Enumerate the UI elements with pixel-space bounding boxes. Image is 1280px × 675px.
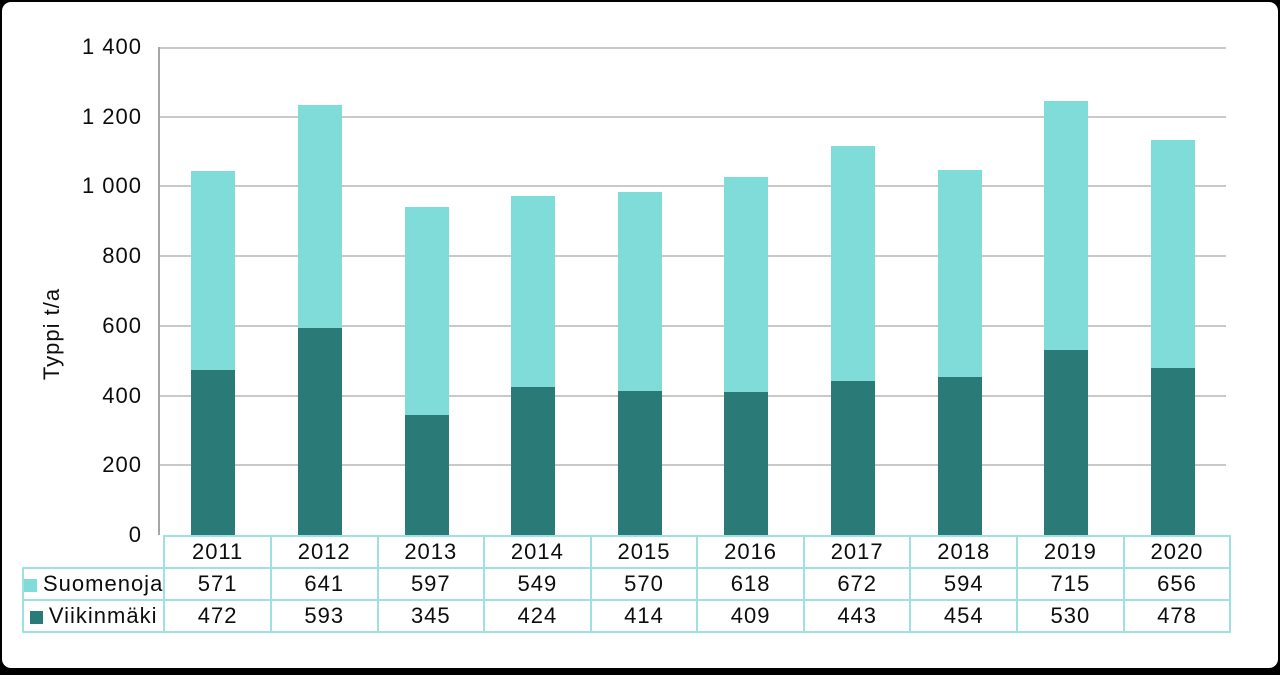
bar-segment-viikinmäki-2012: [297, 328, 342, 535]
bar-segment-viikinmäki-2018: [937, 376, 982, 535]
y-tick-label: 1 200: [81, 103, 142, 129]
year-cell: 2015: [589, 535, 699, 569]
year-cell: 2013: [376, 535, 486, 569]
table-corner-cell: [23, 536, 166, 569]
bar-segment-suomenoja-2020: [1150, 139, 1195, 369]
bar-segment-viikinmäki-2017: [830, 380, 875, 535]
value-cell: 597: [376, 567, 486, 601]
y-axis-line: [158, 47, 160, 535]
year-cell: 2018: [909, 535, 1019, 569]
value-cell: 443: [802, 599, 912, 633]
value-cell: 570: [589, 567, 699, 601]
table-row-suomenoja: Suomenoja 571 641 597 549 570 618 672 594 715 656: [21, 567, 1232, 601]
value-cell: 454: [909, 599, 1019, 633]
y-tick-label: 1 400: [81, 34, 142, 59]
year-cell: 2012: [269, 535, 379, 569]
value-cell: 656: [1122, 567, 1232, 601]
bar-segment-suomenoja-2011: [191, 171, 236, 371]
y-tick-label: 600: [102, 312, 142, 338]
bar-segment-viikinmäki-2013: [404, 414, 449, 535]
gridline: [160, 464, 1226, 467]
value-cell: 414: [589, 599, 699, 633]
data-table: 2011 2012 2013 2014 2015 2016 2017 2018 2019 2020…: [21, 535, 1232, 633]
value-cell: 594: [909, 567, 1019, 601]
value-cell: 345: [376, 599, 486, 633]
legend-cell-suomenoja: Suomenoja: [21, 567, 166, 601]
year-cell: 2014: [483, 535, 592, 569]
bar-segment-suomenoja-2013: [404, 206, 449, 415]
bar-segment-viikinmäki-2011: [191, 370, 236, 535]
bar-segment-viikinmäki-2020: [1150, 368, 1195, 535]
year-cell: 2019: [1016, 535, 1125, 569]
year-cell: 2016: [696, 535, 805, 569]
table-row-years: 2011 2012 2013 2014 2015 2016 2017 2018 2019 2020: [23, 535, 1232, 569]
value-cell: 409: [696, 599, 805, 633]
bar-segment-suomenoja-2012: [297, 104, 342, 329]
bar-segment-suomenoja-2017: [830, 146, 875, 381]
y-tick-label: 200: [102, 452, 142, 478]
year-cell: 2020: [1122, 535, 1232, 569]
gridline: [160, 324, 1226, 327]
gridline: [160, 115, 1226, 118]
gridline: [160, 394, 1226, 397]
bar-segment-viikinmäki-2014: [511, 387, 556, 535]
value-cell: 571: [163, 567, 272, 601]
year-cell: 2011: [163, 535, 272, 569]
gridline: [160, 255, 1226, 258]
bar-segment-viikinmäki-2019: [1044, 350, 1089, 535]
y-tick-label: 800: [102, 243, 142, 269]
legend-label: Suomenoja: [43, 571, 164, 596]
year-cell: 2017: [802, 535, 912, 569]
value-cell: 530: [1016, 599, 1125, 633]
bar-segment-viikinmäki-2016: [724, 392, 769, 535]
value-cell: 672: [802, 567, 912, 601]
gridline: [160, 47, 1226, 49]
bar-segment-suomenoja-2015: [617, 192, 662, 391]
legend-label: Viikinmäki: [48, 603, 158, 628]
bar-segment-suomenoja-2014: [511, 195, 556, 388]
value-cell: 715: [1016, 567, 1125, 601]
data-table-container: 2011 2012 2013 2014 2015 2016 2017 2018 2019 2020…: [21, 535, 1232, 633]
value-cell: 618: [696, 567, 805, 601]
y-tick-label: 1 000: [81, 173, 142, 199]
bar-segment-suomenoja-2016: [724, 177, 769, 393]
bar-segment-suomenoja-2018: [937, 169, 982, 377]
legend-cell-viikinmäki: Viikinmäki: [21, 599, 166, 633]
gridline: [160, 185, 1226, 188]
legend-swatch-icon: [24, 579, 37, 592]
value-cell: 424: [483, 599, 592, 633]
table-row-viikinmäki: Viikinmäki 472 593 345 424 414 409 443 454 530 478: [21, 599, 1232, 633]
bar-segment-suomenoja-2019: [1044, 101, 1089, 351]
value-cell: 593: [269, 599, 379, 633]
legend-swatch-icon: [29, 611, 43, 624]
plot-area: [158, 47, 1226, 535]
value-cell: 641: [269, 567, 379, 601]
bar-segment-viikinmäki-2015: [617, 390, 662, 535]
value-cell: 478: [1122, 599, 1232, 633]
value-cell: 472: [163, 599, 272, 633]
y-tick-label: 400: [102, 382, 142, 408]
value-cell: 549: [483, 567, 592, 601]
